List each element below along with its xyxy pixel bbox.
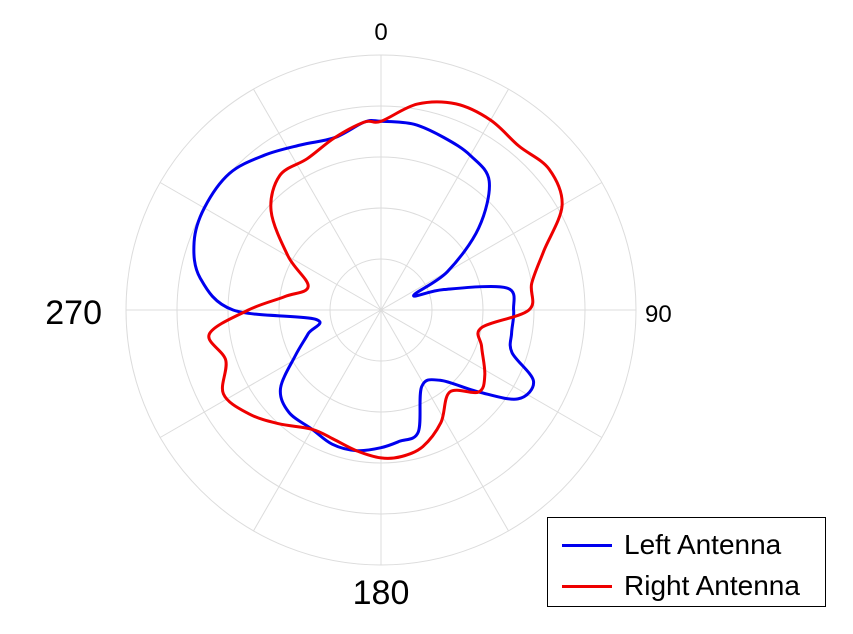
grid-spoke — [159, 182, 382, 311]
angle-label-270: 270 — [45, 294, 102, 332]
series-line-left-antenna — [192, 118, 536, 453]
legend-swatch-right-antenna — [562, 584, 612, 588]
grid-spoke — [253, 309, 382, 532]
grid-spoke — [380, 309, 509, 532]
grid-spoke — [380, 182, 603, 311]
legend-swatch-left-antenna — [562, 543, 612, 547]
legend-item-left-antenna: Left Antenna — [548, 527, 781, 563]
legend-label-left-antenna: Left Antenna — [624, 529, 782, 560]
polar-grid — [125, 54, 637, 566]
angle-label-0: 0 — [374, 19, 387, 46]
legend-label-right-antenna: Right Antenna — [624, 570, 800, 601]
angle-label-90: 90 — [645, 301, 672, 328]
series-line-right-antenna — [207, 100, 564, 460]
angle-label-180: 180 — [353, 574, 410, 612]
grid-spoke — [380, 309, 603, 438]
legend-item-right-antenna: Right Antenna — [548, 568, 800, 604]
series-layer — [192, 100, 564, 460]
legend: Left Antenna Right Antenna — [547, 517, 826, 607]
grid-spoke — [380, 88, 509, 311]
angle-labels: 0 90 180 270 — [45, 19, 671, 612]
grid-spoke — [253, 88, 382, 311]
grid-spoke — [159, 309, 382, 438]
